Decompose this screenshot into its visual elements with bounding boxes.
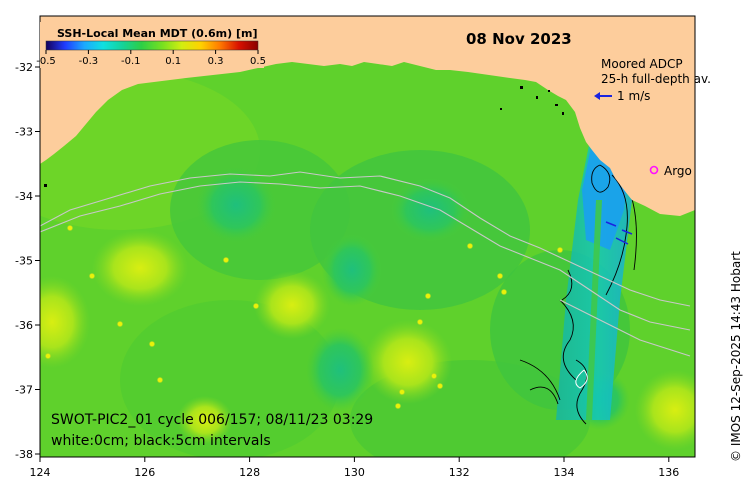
ssh-low [196,167,276,243]
x-tick-label: 132 [449,466,470,479]
ssh-patch [120,300,340,457]
coastal-islands [44,86,564,187]
ssh-low [390,178,470,242]
adcp-vectors [605,221,633,245]
colorbar-tick-label: -0.1 [121,56,141,67]
colorbar-gradient [45,40,259,51]
x-tick-label: 136 [658,466,679,479]
argo-marker-icon [649,165,659,175]
credit-text: © IMOS 12-Sep-2025 14:43 Hobart [729,251,743,462]
y-tick-label: -36 [15,319,33,332]
argo-label: Argo [664,164,692,178]
ssh-low [322,234,382,306]
colorbar-ticks: -0.5 -0.3 -0.1 0.1 0.3 0.5 [36,50,266,67]
ssh-high [635,370,695,450]
white-zero-contour [575,369,588,389]
colorbar-tick-label: -0.3 [79,56,99,67]
colorbar-tick-label: 0.5 [250,56,266,67]
colorbar-tick-label: 0.3 [208,56,224,67]
y-tick-label: -38 [15,448,33,461]
x-tick-label: 124 [30,466,51,479]
x-tick-label: 130 [344,466,365,479]
y-tick-label: -35 [15,255,33,268]
swot-swath-gap [586,200,602,420]
map-date: 08 Nov 2023 [466,30,572,48]
colorbar: SSH-Local Mean MDT (0.6m) [m] -0.5 -0.3 -0… [36,22,266,68]
adcp-title: Moored ADCP [601,57,683,71]
swot-pass-annotation: SWOT-PIC2_01 cycle 006/157; 08/11/23 03:… [51,412,373,428]
y-tick-label: -33 [15,126,33,139]
contour-annotation: white:0cm; black:5cm intervals [51,433,271,449]
ssh-high [364,320,452,404]
x-axis-ticks: 124 126 128 130 132 134 136 [30,457,679,479]
ssh-high [177,396,233,444]
y-tick-label: -34 [15,190,33,203]
colorbar-tick-label: 0.1 [165,56,181,67]
adcp-scale-label: 1 m/s [617,89,650,103]
x-tick-label: 128 [239,466,260,479]
yellow-markers [45,225,563,409]
y-tick-label: -32 [15,61,33,74]
plot-frame [39,15,696,458]
ssh-high [92,230,188,306]
plot-area [40,16,695,457]
bathymetry-lines [40,171,691,357]
ssh-high [40,276,90,368]
ssh-low [306,328,374,412]
y-axis-ticks: -32 -33 -34 -35 -36 -37 -38 [15,61,40,461]
ssh-high [254,271,330,339]
y-tick-label: -37 [15,384,33,397]
adcp-subtitle: 25-h full-depth av. [601,72,711,86]
x-tick-label: 126 [134,466,155,479]
x-tick-label: 134 [554,466,575,479]
adcp-scale-arrow [594,92,612,100]
colorbar-title: SSH-Local Mean MDT (0.6m) [m] [57,27,257,40]
colorbar-tick-label: -0.5 [36,56,56,67]
